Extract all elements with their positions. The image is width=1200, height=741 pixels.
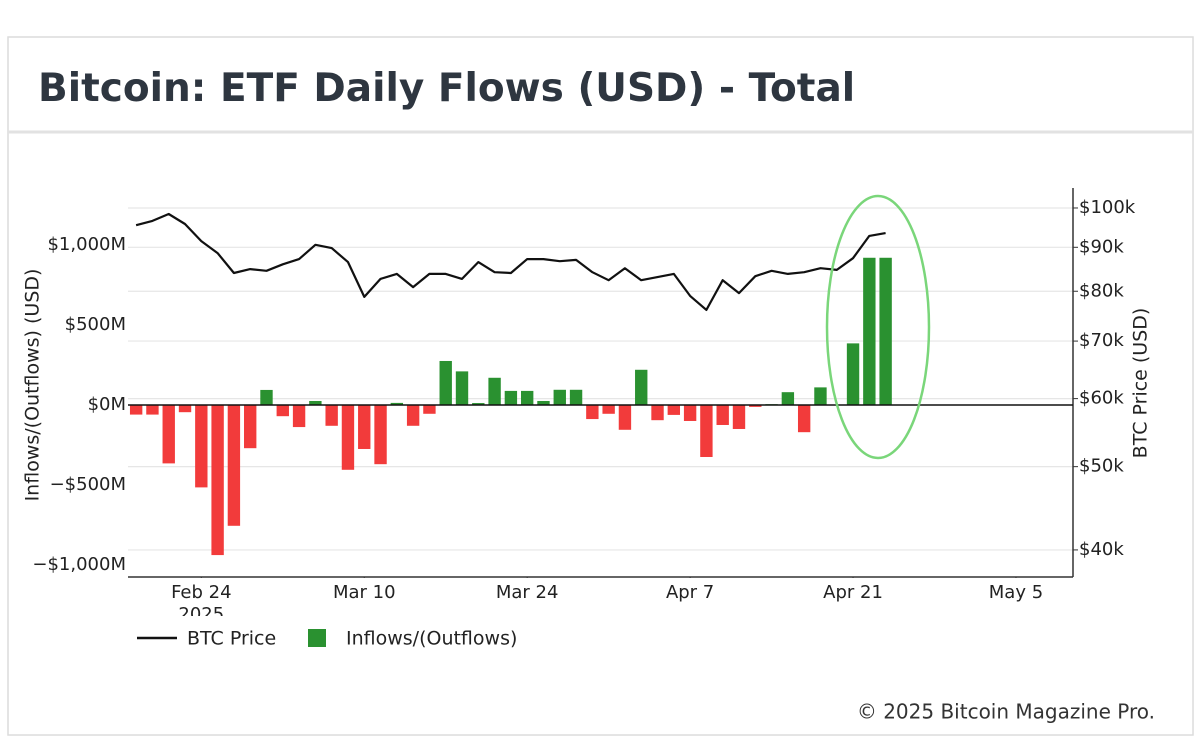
y-tick-label: −$500M [50,474,126,495]
y2-tick-label: $50k [1079,456,1124,477]
bar [732,404,746,429]
bar [651,404,664,421]
x-tick-label: Apr 21 [823,582,883,603]
bar [341,404,355,470]
bar [146,404,159,415]
x-tick-label: Apr 7 [666,582,714,603]
bar [292,404,306,428]
bar [749,404,762,407]
bar [244,404,257,449]
bar [618,404,632,430]
bar [358,404,371,449]
x-tick-label: Feb 24 [171,582,232,603]
y-tick-label: $500M [65,314,126,335]
bar [455,371,469,405]
bar [390,402,404,405]
credit: © 2025 Bitcoin Magazine Pro. [857,700,1155,724]
bar [586,404,599,420]
bar [635,369,648,405]
bar [472,403,485,405]
y-tick-label: −$1,000M [32,554,126,575]
bar [227,404,241,526]
y-tick-label: $1,000M [47,234,126,255]
y2-tick-label: $70k [1079,330,1124,351]
legend-label: Inflows/(Outflows) [346,628,517,650]
bar [781,392,795,405]
bar [863,257,876,405]
bar [178,404,192,413]
bar [553,389,566,405]
bar [309,400,322,405]
chart-title: Bitcoin: ETF Daily Flows (USD) - Total [38,66,855,111]
y2-axis-title: BTC Price (USD) [1130,308,1152,459]
bar [195,404,208,488]
y-tick-label: $0M [88,394,126,415]
y2-tick-label: $60k [1079,388,1124,409]
bar [846,343,860,405]
bar [569,389,583,405]
price-line [135,212,886,311]
bar [700,404,713,457]
bar [325,404,338,426]
bar [667,404,681,415]
bar [716,404,729,425]
x-tick-label: Mar 24 [496,582,559,603]
x-tick-label: May 5 [989,582,1043,603]
bar [162,404,175,464]
y2-tick-label: $80k [1079,280,1124,301]
bar [260,389,273,405]
bar [211,404,224,556]
bar [814,387,827,405]
highlight-ellipse [825,194,931,460]
y2-tick-label: $40k [1079,539,1124,560]
bar [374,404,387,465]
plot: $40k $50k $60k $70k $80k $90k $100k −$1,000M −$5… [32,188,1136,650]
card [7,36,1194,736]
bar [504,390,518,405]
legend-swatch [308,629,326,647]
bar [520,390,534,405]
legend-label: BTC Price [187,628,276,650]
bar [129,404,143,415]
bar [602,404,615,414]
bar [879,257,892,405]
bar [488,377,501,405]
y2-tick-label: $100k [1079,197,1136,218]
bar [406,404,420,426]
bar [537,400,550,405]
bar [683,404,697,421]
bar [423,404,436,414]
y2-tick-label: $90k [1079,236,1124,257]
y-axis-title: Inflows/(Outflows) (USD) [22,269,44,502]
bar [276,404,289,417]
x-tick-year: 2025 [178,604,224,625]
bar [439,360,452,405]
bar [797,404,811,433]
x-tick-label: Mar 10 [333,582,396,603]
